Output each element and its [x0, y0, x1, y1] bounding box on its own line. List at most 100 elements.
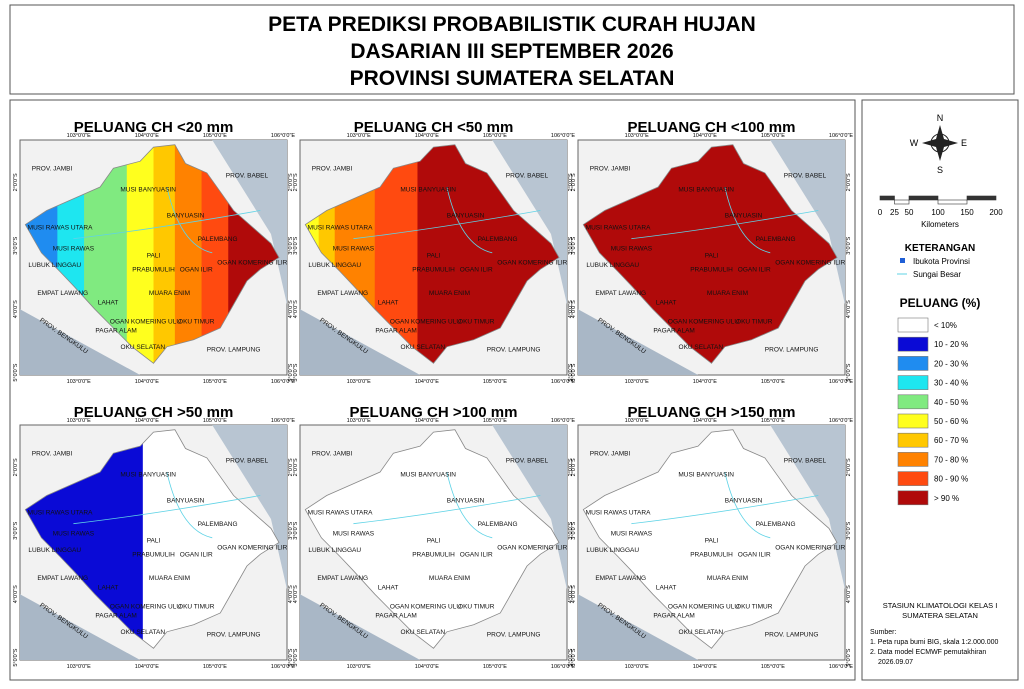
- latitude-label: 3°0'0"S: [846, 521, 852, 539]
- latitude-label: 2°0'0"S: [288, 173, 294, 191]
- scale-unit: Kilometers: [921, 220, 959, 229]
- region-label: PROV. BABEL: [226, 458, 269, 465]
- latitude-label: 3°0'0"S: [571, 521, 577, 539]
- longitude-label: 103°0'0"E: [67, 379, 91, 385]
- scale-label: 50: [905, 208, 914, 217]
- longitude-label: 104°0'0"E: [415, 133, 439, 139]
- longitude-label: 106°0'0"E: [829, 418, 853, 424]
- river: [73, 471, 261, 539]
- class-swatch: [897, 490, 929, 506]
- region-label: PRABUMULIH: [690, 552, 733, 559]
- map-panel: PROV. JAMBI MUSI BANYUASIN PROV. BABEL BANY…: [571, 418, 853, 670]
- region-label: PAGAR ALAM: [95, 613, 136, 620]
- legend-item: Ibukota Provinsi: [913, 257, 970, 266]
- header-title: PETA PREDIKSI PROBABILISTIK CURAH HUJAN: [268, 13, 756, 36]
- province-outline: [582, 144, 838, 364]
- longitude-label: 105°0'0"E: [761, 133, 785, 139]
- region-label: LUBUK LINGGAU: [28, 262, 81, 269]
- region-label: PALI: [427, 253, 441, 260]
- region-label: MUSI RAWAS: [611, 245, 653, 252]
- latitude-label: 2°0'0"S: [293, 458, 299, 476]
- header-box: [9, 4, 1015, 95]
- latitude-label: 4°0'0"S: [571, 585, 577, 603]
- latitude-label: 3°0'0"S: [568, 521, 574, 539]
- region-label: MUSI RAWAS UTARA: [28, 224, 93, 231]
- compass-ring: [930, 133, 950, 153]
- region-label: LUBUK LINGGAU: [308, 547, 361, 554]
- region-label: BANYUASIN: [167, 213, 205, 220]
- region-label: PALEMBANG: [756, 236, 796, 243]
- region-label: OGAN KOMERING ILIR: [775, 260, 845, 267]
- longitude-label: 105°0'0"E: [203, 379, 227, 385]
- map-panel: PROV. JAMBI MUSI BANYUASIN PROV. BABEL BANY…: [13, 418, 295, 670]
- region-label: MUSI RAWAS UTARA: [28, 509, 93, 516]
- region-label: OGAN KOMERING ILIR: [497, 545, 567, 552]
- region-label: PROV. LAMPUNG: [207, 632, 261, 639]
- region-label: OKU TIMUR: [736, 603, 773, 610]
- region-label: LAHAT: [98, 300, 118, 307]
- class-label: 30 - 40 %: [934, 379, 968, 388]
- region-label: OGAN ILIR: [460, 552, 493, 559]
- station-name: SUMATERA SELATAN: [902, 611, 978, 620]
- region-label: PROV. BABEL: [226, 173, 269, 180]
- region-label: PALEMBANG: [478, 236, 518, 243]
- region-label: PRABUMULIH: [132, 267, 175, 274]
- compass-w: W: [910, 138, 919, 148]
- header-title: PROVINSI SUMATERA SELATAN: [350, 67, 675, 90]
- latitude-label: 3°0'0"S: [288, 521, 294, 539]
- latitude-label: 2°0'0"S: [568, 458, 574, 476]
- longitude-label: 106°0'0"E: [551, 664, 575, 670]
- region-label: MUARA ENIM: [707, 290, 748, 297]
- region-label: OKU TIMUR: [458, 603, 495, 610]
- longitude-label: 106°0'0"E: [829, 133, 853, 139]
- panel-title: PELUANG CH <100 mm: [628, 119, 796, 136]
- region-label: PROV. BABEL: [506, 458, 549, 465]
- region-label: EMPAT LAWANG: [595, 575, 646, 582]
- latitude-label: 2°0'0"S: [571, 173, 577, 191]
- region-label: PRABUMULIH: [132, 552, 175, 559]
- river: [73, 186, 261, 254]
- region-label: MUSI BANYUASIN: [678, 472, 734, 479]
- region-label: MUSI RAWAS: [53, 530, 95, 537]
- region-label: OKU TIMUR: [736, 318, 773, 325]
- compass-s: S: [937, 165, 943, 175]
- sea: [770, 425, 845, 590]
- region-label: LAHAT: [378, 300, 398, 307]
- longitude-label: 106°0'0"E: [829, 379, 853, 385]
- longitude-label: 105°0'0"E: [483, 133, 507, 139]
- region-label: MUSI RAWAS UTARA: [586, 509, 651, 516]
- source-line: 2026.09.07: [878, 659, 913, 666]
- region-label: OGAN KOMERING ILIR: [217, 545, 287, 552]
- class-swatch: [897, 356, 929, 371]
- region-label: PROV. JAMBI: [590, 166, 631, 173]
- province-outline: [304, 429, 560, 649]
- province-outline: [304, 144, 560, 364]
- class-label: 40 - 50 %: [934, 398, 968, 407]
- region-label: LUBUK LINGGAU: [586, 262, 639, 269]
- region-label: PAGAR ALAM: [653, 613, 694, 620]
- region-label: MUSI RAWAS UTARA: [308, 224, 373, 231]
- region-label: OGAN ILIR: [460, 267, 493, 274]
- longitude-label: 103°0'0"E: [347, 664, 371, 670]
- province-outline: [582, 429, 838, 649]
- panel-title: PELUANG CH <50 mm: [354, 119, 514, 136]
- latitude-label: 4°0'0"S: [846, 585, 852, 603]
- compass-e: E: [961, 138, 967, 148]
- region-label: PROV. LAMPUNG: [487, 347, 541, 354]
- latitude-label: 2°0'0"S: [846, 458, 852, 476]
- longitude-label: 104°0'0"E: [135, 133, 159, 139]
- region-label: OKU SELATAN: [401, 344, 446, 351]
- latitude-label: 4°0'0"S: [571, 300, 577, 318]
- longitude-label: 105°0'0"E: [483, 664, 507, 670]
- region-label: MUSI BANYUASIN: [120, 472, 176, 479]
- region-label: EMPAT LAWANG: [595, 290, 646, 297]
- region-label: MUSI RAWAS: [53, 245, 95, 252]
- region-label: OGAN KOMERING ILIR: [775, 545, 845, 552]
- latitude-label: 3°0'0"S: [571, 236, 577, 254]
- latitude-label: 4°0'0"S: [293, 585, 299, 603]
- region-label: PRABUMULIH: [690, 267, 733, 274]
- longitude-label: 103°0'0"E: [625, 664, 649, 670]
- region-label: PAGAR ALAM: [95, 328, 136, 335]
- latitude-label: 5°0'0"S: [288, 363, 294, 381]
